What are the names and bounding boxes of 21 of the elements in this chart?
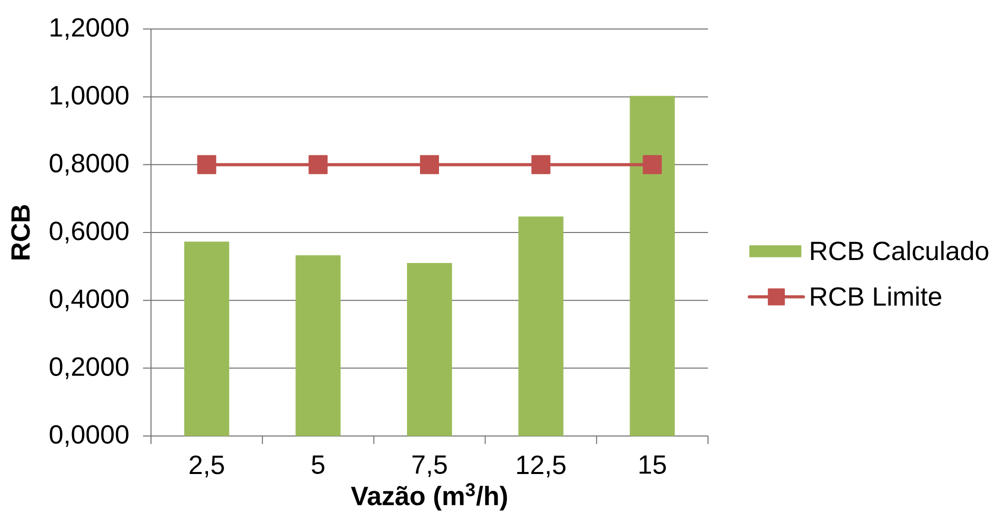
y-tick-label: 0,0000 <box>50 425 128 447</box>
x-tick-label: 2,5 <box>190 456 224 478</box>
y-tick-label: 1,2000 <box>50 18 128 40</box>
y-axis-title: RCB <box>11 205 30 260</box>
x-axis-title: Vazão (m$^{3}$/h) <box>350 483 507 511</box>
y-tick-label: 1,0000 <box>50 86 128 108</box>
y-tick-label: 0,4000 <box>50 289 128 312</box>
bar <box>518 216 564 436</box>
x-tick-label: 12,5 <box>517 456 566 478</box>
x-tick-label: 7,5 <box>412 456 447 478</box>
x-tick-label: 15 <box>640 456 666 474</box>
legend-label: RCB Calculado <box>811 240 988 260</box>
bar <box>407 263 452 436</box>
bar <box>296 255 341 436</box>
legend-label: RCB Limite <box>811 286 942 306</box>
y-tick-label: 0,2000 <box>50 357 128 380</box>
y-tick-label: 0,6000 <box>50 222 128 244</box>
y-tick-label: 0,8000 <box>50 154 128 176</box>
bar <box>184 242 230 436</box>
bar <box>630 96 675 436</box>
x-tick-label: 5 <box>312 456 324 474</box>
